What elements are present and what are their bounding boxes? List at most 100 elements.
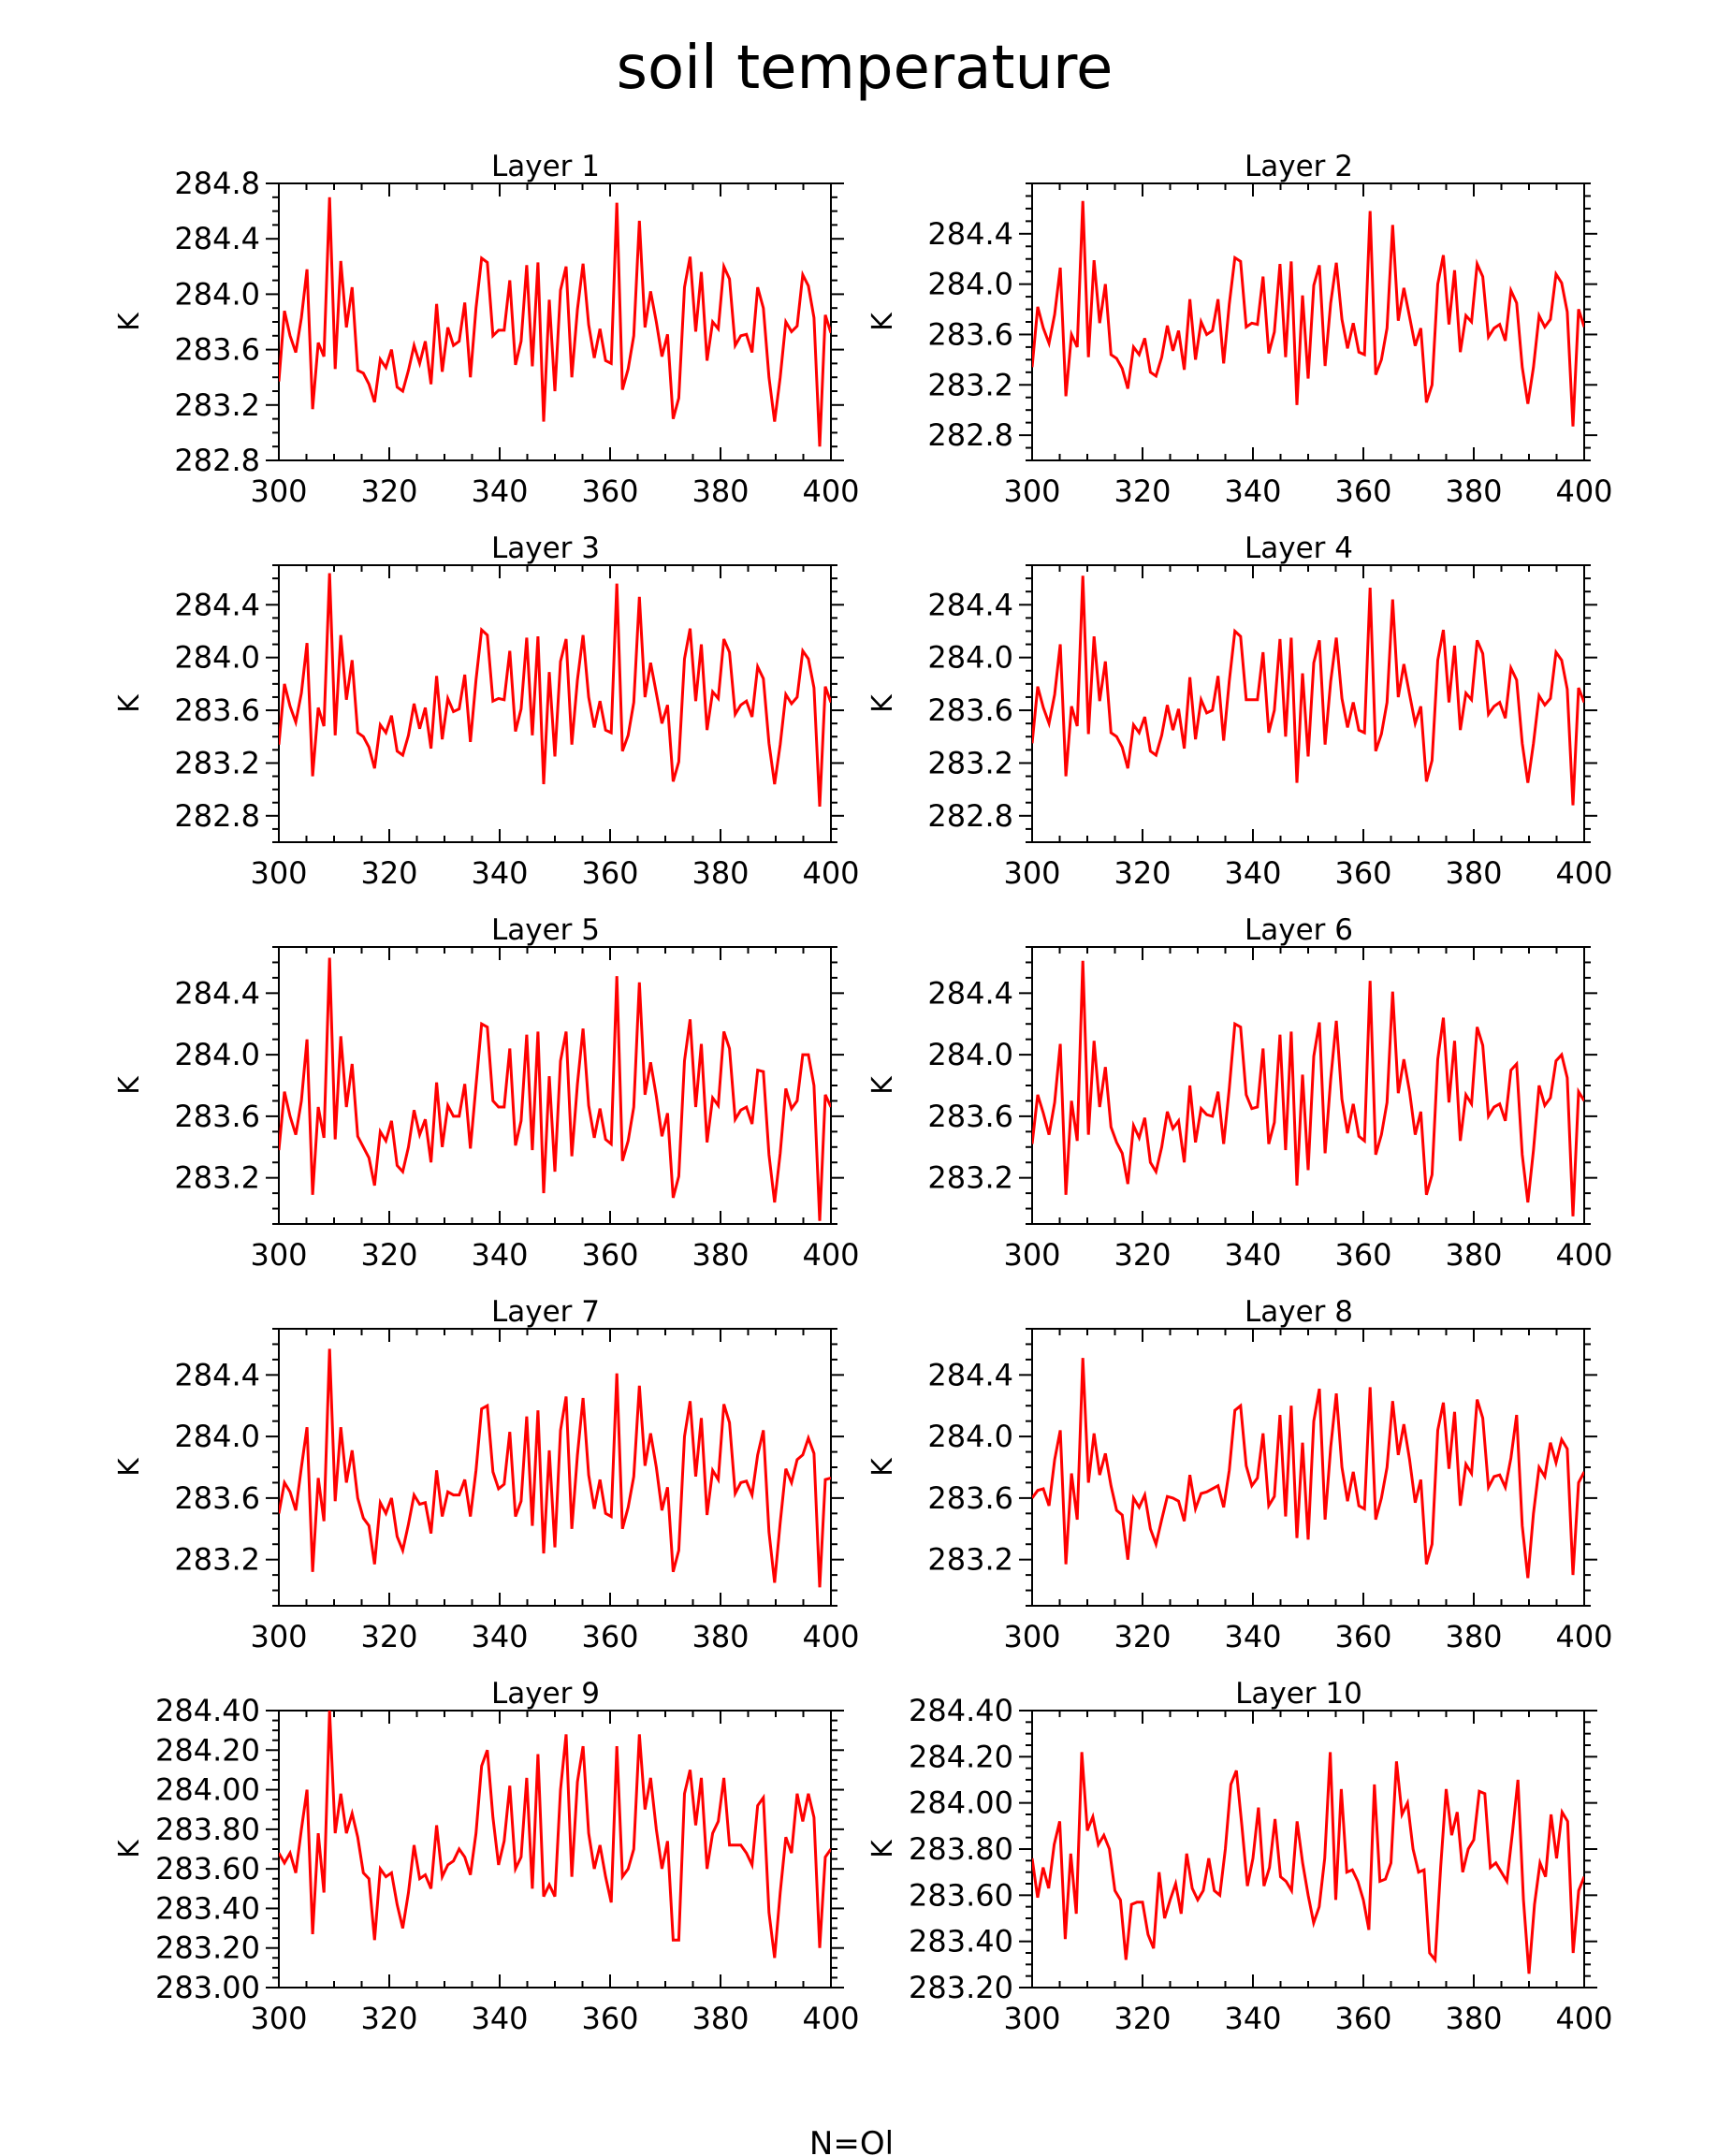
x-tick-label: 400 xyxy=(802,2001,859,2036)
y-tick-label: 283.40 xyxy=(909,1924,1013,1959)
x-tick-label: 360 xyxy=(581,1619,638,1654)
series-line xyxy=(1032,1752,1584,1974)
panel-title: Layer 10 xyxy=(1235,1677,1362,1711)
x-tick-label: 380 xyxy=(692,1237,749,1273)
y-tick-label: 284.00 xyxy=(155,1772,260,1808)
x-tick-label: 300 xyxy=(1003,855,1060,891)
plot-frame xyxy=(278,1328,832,1607)
y-tick-label: 284.4 xyxy=(174,587,260,622)
x-tick-label: 340 xyxy=(471,1237,528,1273)
y-tick-label: 284.4 xyxy=(927,1357,1013,1392)
plot-frame xyxy=(278,946,832,1225)
bottom-text: N=Ol xyxy=(809,2125,894,2156)
y-tick-label: 283.20 xyxy=(155,1930,260,1966)
series-line xyxy=(1032,200,1584,427)
x-tick-label: 400 xyxy=(802,473,859,509)
plot-frame xyxy=(278,1710,832,1988)
series-line xyxy=(1032,960,1584,1216)
x-tick-label: 340 xyxy=(1224,473,1281,509)
panel-title: Layer 3 xyxy=(491,532,600,565)
panel-title: Layer 4 xyxy=(1245,532,1353,565)
panel-7: Layer 7 K 300 320 340 360 380 400 283.2 283.6 284.… xyxy=(113,1295,860,1654)
x-tick-label: 360 xyxy=(1334,2001,1391,2036)
x-tick-label: 380 xyxy=(1445,1237,1502,1273)
y-tick-label: 284.0 xyxy=(174,640,260,676)
x-tick-label: 360 xyxy=(581,2001,638,2036)
x-tick-label: 320 xyxy=(1114,2001,1171,2036)
y-tick-label: 284.0 xyxy=(927,1419,1013,1454)
panel-9: Layer 9 K 300 320 340 360 380 400 283.00 283.20 28… xyxy=(113,1677,860,2036)
x-tick-label: 320 xyxy=(1114,855,1171,891)
panel-4: Layer 4 K 300 320 340 360 380 400 282.8 283.2 283.… xyxy=(866,532,1613,891)
y-axis-label: K xyxy=(866,1075,899,1095)
y-axis-label: K xyxy=(866,312,899,331)
x-tick-label: 320 xyxy=(1114,1619,1171,1654)
plot-frame xyxy=(1031,1328,1585,1607)
y-tick-label: 284.8 xyxy=(174,166,260,201)
y-tick-label: 284.4 xyxy=(174,221,260,256)
y-tick-label: 283.80 xyxy=(909,1831,1013,1867)
y-tick-label: 284.0 xyxy=(927,640,1013,676)
x-tick-label: 300 xyxy=(250,1237,307,1273)
series-line xyxy=(1032,1358,1584,1579)
x-tick-label: 300 xyxy=(1003,1237,1060,1273)
x-tick-label: 320 xyxy=(360,855,417,891)
x-tick-label: 340 xyxy=(1224,2001,1281,2036)
y-tick-label: 283.6 xyxy=(174,692,260,728)
y-tick-label: 283.2 xyxy=(174,387,260,423)
y-tick-label: 283.00 xyxy=(155,1970,260,2005)
x-tick-label: 300 xyxy=(250,2001,307,2036)
y-axis-label: K xyxy=(113,312,146,331)
y-tick-label: 283.60 xyxy=(155,1851,260,1886)
series-line xyxy=(1032,575,1584,806)
y-tick-label: 282.8 xyxy=(927,417,1013,453)
panel-10: Layer 10 K 300 320 340 360 380 400 283.20 283.40 2… xyxy=(866,1677,1613,2036)
x-tick-label: 340 xyxy=(1224,1237,1281,1273)
y-tick-label: 282.8 xyxy=(174,443,260,478)
x-tick-label: 300 xyxy=(250,473,307,509)
panels: Layer 1 K 300 320 340 360 380 400 282.8 283.2 283.… xyxy=(113,150,1613,2036)
y-tick-label: 283.6 xyxy=(174,1480,260,1516)
panel-8: Layer 8 K 300 320 340 360 380 400 283.2 283.6 284.… xyxy=(866,1295,1613,1654)
panel-title: Layer 9 xyxy=(491,1677,600,1711)
y-axis-label: K xyxy=(866,1839,899,1858)
series-line xyxy=(279,957,831,1221)
y-tick-label: 283.6 xyxy=(174,1099,260,1134)
plot-frame xyxy=(1031,182,1585,461)
x-tick-label: 400 xyxy=(1555,2001,1612,2036)
x-tick-label: 360 xyxy=(1334,473,1391,509)
x-tick-label: 380 xyxy=(1445,2001,1502,2036)
x-tick-label: 400 xyxy=(1555,855,1612,891)
y-tick-label: 284.20 xyxy=(155,1732,260,1768)
x-tick-label: 400 xyxy=(802,855,859,891)
x-tick-label: 380 xyxy=(692,855,749,891)
y-tick-label: 284.4 xyxy=(174,1357,260,1392)
y-axis-label: K xyxy=(113,1839,146,1858)
x-tick-label: 380 xyxy=(692,2001,749,2036)
y-tick-label: 284.4 xyxy=(927,975,1013,1011)
series-line xyxy=(279,1348,831,1588)
y-axis-label: K xyxy=(113,1457,146,1477)
x-tick-label: 360 xyxy=(581,855,638,891)
y-tick-label: 283.2 xyxy=(927,367,1013,402)
y-tick-label: 283.2 xyxy=(174,1542,260,1578)
x-tick-label: 300 xyxy=(1003,2001,1060,2036)
panel-title: Layer 8 xyxy=(1245,1295,1353,1329)
y-tick-label: 284.4 xyxy=(927,587,1013,622)
x-tick-label: 360 xyxy=(581,473,638,509)
panel-title: Layer 1 xyxy=(491,150,600,183)
y-axis-label: K xyxy=(866,1457,899,1477)
plot-frame xyxy=(1031,946,1585,1225)
y-tick-label: 283.2 xyxy=(927,745,1013,780)
y-tick-label: 284.4 xyxy=(927,216,1013,252)
x-tick-label: 300 xyxy=(1003,1619,1060,1654)
x-tick-label: 360 xyxy=(1334,1237,1391,1273)
panel-2: Layer 2 K 300 320 340 360 380 400 282.8 283.2 283.… xyxy=(866,150,1613,509)
y-tick-label: 283.6 xyxy=(927,1099,1013,1134)
y-tick-label: 284.40 xyxy=(155,1693,260,1728)
y-tick-label: 284.20 xyxy=(909,1739,1013,1774)
panel-3: Layer 3 K 300 320 340 360 380 400 282.8 283.2 283.… xyxy=(113,532,860,891)
y-tick-label: 284.0 xyxy=(174,1419,260,1454)
y-tick-label: 282.8 xyxy=(927,798,1013,834)
